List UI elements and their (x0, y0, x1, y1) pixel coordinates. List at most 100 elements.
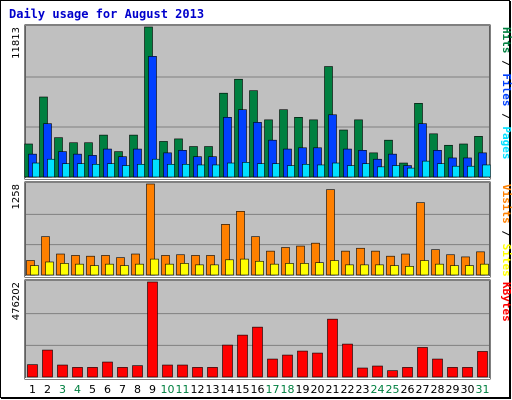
bar-visits-sites-day-4 (75, 263, 84, 276)
bar-visits-sites-day-5 (90, 265, 99, 276)
bar-kbytes-kbytes-day-18 (282, 354, 293, 378)
day-label-22: 22 (341, 383, 355, 396)
bar-kbytes-kbytes-day-20 (312, 352, 323, 378)
bar-kbytes-kbytes-day-17 (267, 358, 278, 378)
bar-visits-sites-day-10 (165, 263, 174, 276)
bar-kbytes-kbytes-day-8 (132, 365, 143, 378)
day-label-7: 7 (119, 383, 126, 396)
bar-kbytes-kbytes-day-3 (57, 364, 68, 378)
bar-kbytes-kbytes-day-5 (87, 367, 98, 378)
day-label-14: 14 (221, 383, 235, 396)
bar-visits-sites-day-31 (480, 263, 489, 276)
bar-kbytes-kbytes-day-14 (222, 344, 233, 378)
day-label-13: 13 (206, 383, 220, 396)
bar-visits-sites-day-12 (195, 264, 204, 276)
day-label-8: 8 (134, 383, 141, 396)
panel-visits-legend-part: Visits (500, 184, 512, 224)
day-label-12: 12 (191, 383, 205, 396)
bar-kbytes-kbytes-day-29 (447, 367, 458, 378)
bar-kbytes-kbytes-day-21 (327, 318, 338, 378)
bar-kbytes-kbytes-day-9 (147, 281, 158, 378)
bar-visits-sites-day-1 (30, 265, 39, 276)
day-label-18: 18 (281, 383, 295, 396)
bar-kbytes-kbytes-day-13 (207, 367, 218, 378)
day-label-24: 24 (371, 383, 385, 396)
panel-hits-max-label: 11813 (11, 27, 22, 59)
panel-kbytes-max-label: 476202 (11, 282, 22, 320)
panels-layer: 11813 Hits / Files / Pages 1258 Visits / Si… (11, 24, 512, 380)
day-label-10: 10 (161, 383, 175, 396)
day-label-19: 19 (296, 383, 310, 396)
bar-visits-sites-day-20 (315, 262, 324, 276)
bar-visits-sites-day-6 (105, 263, 114, 276)
panel-visits: 1258 Visits / Sites (11, 181, 512, 278)
day-label-9: 9 (149, 383, 156, 396)
bar-visits-sites-day-17 (270, 263, 279, 276)
bar-visits-sites-day-14 (225, 259, 234, 276)
bar-visits-sites-day-19 (300, 263, 309, 276)
day-label-25: 25 (386, 383, 400, 396)
bar-kbytes-kbytes-day-6 (102, 361, 113, 378)
bar-visits-sites-day-15 (240, 258, 249, 276)
bar-visits-sites-day-27 (420, 260, 429, 276)
bar-kbytes-kbytes-day-22 (342, 343, 353, 378)
bar-kbytes-kbytes-day-12 (192, 367, 203, 378)
day-label-2: 2 (44, 383, 51, 396)
day-label-21: 21 (326, 383, 340, 396)
bar-visits-sites-day-24 (375, 264, 384, 276)
panel-visits-legend-part: Sites (500, 244, 512, 277)
day-label-27: 27 (416, 383, 430, 396)
bar-kbytes-kbytes-day-15 (237, 334, 248, 378)
panel-kbytes-legend-part: KBytes (500, 282, 512, 322)
day-label-17: 17 (266, 383, 280, 396)
panel-visits-legend-part: / (500, 224, 512, 244)
bar-kbytes-kbytes-day-16 (252, 326, 263, 378)
day-label-30: 30 (461, 383, 475, 396)
panel-visits-max-label: 1258 (11, 184, 22, 209)
bar-kbytes-kbytes-day-19 (297, 350, 308, 378)
day-label-6: 6 (104, 383, 111, 396)
bar-visits-sites-day-22 (345, 264, 354, 276)
day-label-31: 31 (476, 383, 490, 396)
panel-hits-legend-part: Hits (500, 27, 512, 54)
bar-visits-sites-day-26 (405, 266, 414, 276)
bar-visits-sites-day-3 (60, 263, 69, 276)
day-label-11: 11 (176, 383, 190, 396)
bar-visits-sites-day-9 (150, 258, 159, 276)
bar-kbytes-kbytes-day-4 (72, 367, 83, 378)
bar-kbytes-kbytes-day-26 (402, 367, 413, 378)
bar-kbytes-kbytes-day-25 (387, 370, 398, 378)
panel-visits-side-legend: Visits / Sites (500, 184, 512, 277)
bar-visits-sites-day-30 (465, 265, 474, 276)
bar-kbytes-kbytes-day-30 (462, 367, 473, 378)
day-label-16: 16 (251, 383, 265, 396)
day-label-29: 29 (446, 383, 460, 396)
panel-hits-legend-part: Files (500, 73, 512, 106)
bar-kbytes-kbytes-day-10 (162, 364, 173, 378)
day-label-1: 1 (29, 383, 36, 396)
bar-kbytes-kbytes-day-11 (177, 364, 188, 378)
bar-kbytes-kbytes-day-2 (42, 349, 53, 378)
bar-visits-sites-day-21 (330, 260, 339, 276)
bar-visits-sites-day-23 (360, 264, 369, 276)
day-label-15: 15 (236, 383, 250, 396)
day-label-23: 23 (356, 383, 370, 396)
bar-visits-sites-day-11 (180, 263, 189, 276)
day-label-3: 3 (59, 383, 66, 396)
day-label-20: 20 (311, 383, 325, 396)
bar-kbytes-kbytes-day-7 (117, 367, 128, 378)
bar-visits-sites-day-18 (285, 263, 294, 276)
day-labels: 1 2 3 4 5 6 7 8 9 10 11 12 13 14 15 16 17 18 19 20 21 22 23 24 2… (29, 383, 490, 396)
panel-kbytes: 476202 KBytes (11, 279, 512, 380)
panel-hits-legend-part: / (500, 107, 512, 127)
day-label-4: 4 (74, 383, 81, 396)
bar-visits-sites-day-25 (390, 265, 399, 276)
bar-visits-sites-day-29 (450, 265, 459, 276)
bar-hits-pages-day-31 (482, 164, 491, 178)
bar-visits-sites-day-16 (255, 260, 264, 276)
day-label-28: 28 (431, 383, 445, 396)
panel-hits-side-legend: Hits / Files / Pages (500, 27, 512, 160)
chart-title: Daily usage for August 2013 (9, 7, 204, 21)
bar-visits-sites-day-28 (435, 263, 444, 276)
